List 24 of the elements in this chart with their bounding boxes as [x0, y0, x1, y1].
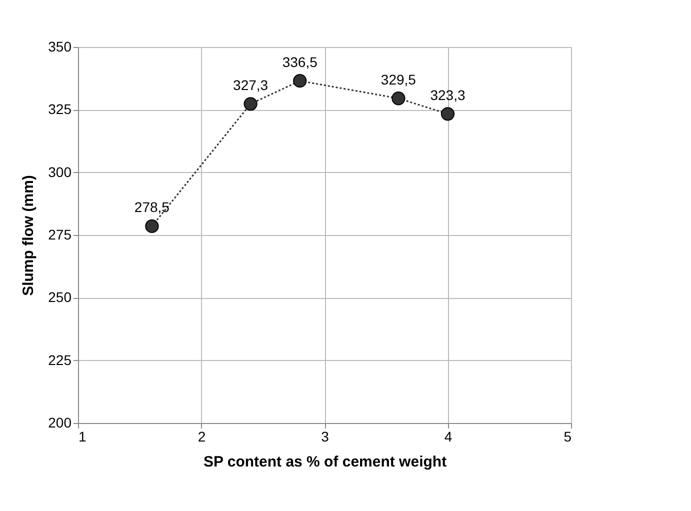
y-tick-label: 300 [48, 164, 72, 180]
x-tick-label: 3 [321, 428, 330, 444]
y-tick-label: 325 [48, 101, 72, 118]
point [145, 219, 159, 234]
point [293, 74, 307, 88]
x-axis-title: SP content as % of cement weight [203, 454, 447, 470]
data-label: 323,3 [430, 86, 466, 103]
data-label: 327,3 [233, 76, 268, 93]
data-label: 329,5 [380, 71, 416, 88]
data-label: 336,5 [282, 54, 318, 70]
x-tick-label: 4 [444, 428, 452, 444]
y-tick-label: 200 [48, 414, 72, 430]
point [392, 92, 406, 106]
y-tick-label: 350 [48, 38, 72, 54]
y-axis-title: Slump flow (mm) [20, 175, 38, 296]
y-tick-label: 275 [48, 226, 72, 242]
x-tick-label: 2 [198, 428, 206, 444]
point [440, 107, 455, 121]
x-tick-label: 5 [564, 428, 572, 444]
y-tick-label: 250 [48, 289, 72, 306]
data-label: 278,5 [134, 199, 170, 216]
point [244, 97, 258, 111]
y-tick-label: 225 [48, 352, 72, 368]
x-tick-label: 1 [78, 428, 86, 444]
